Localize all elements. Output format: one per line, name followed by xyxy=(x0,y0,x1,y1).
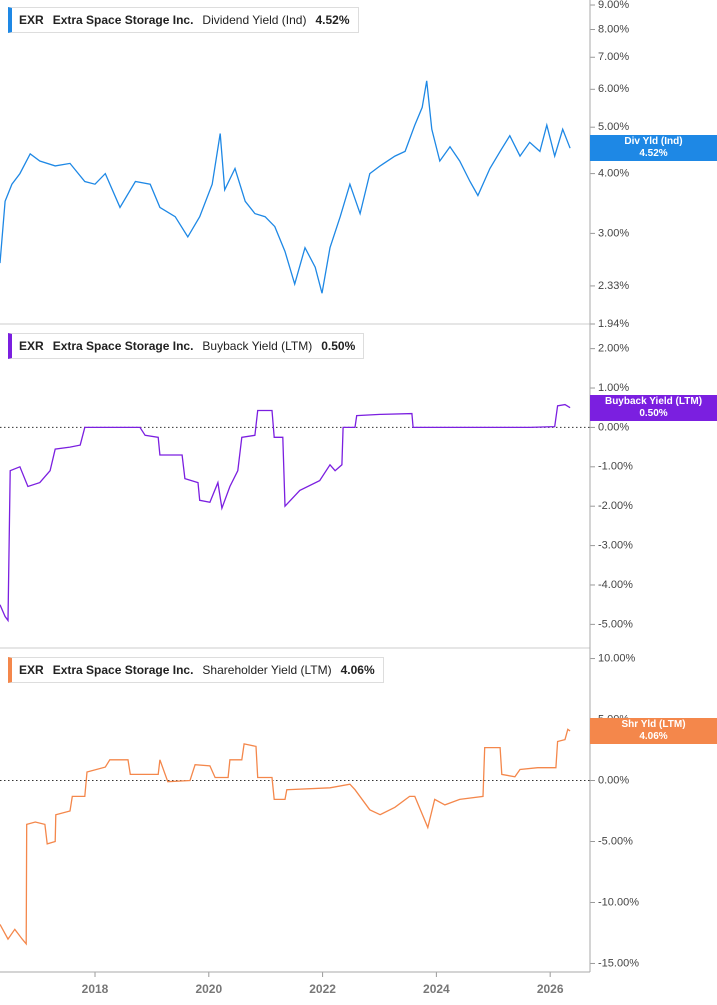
ticker: EXR xyxy=(19,339,44,353)
current-value: 0.50% xyxy=(321,339,356,353)
y-tick-label: 1.94% xyxy=(598,318,629,330)
badge-value: 4.52% xyxy=(639,148,668,160)
last-value-badge: Shr Yld (LTM) 4.06% xyxy=(590,717,717,744)
y-tick-label: -15.00% xyxy=(598,957,639,969)
y-tick-label: 1.00% xyxy=(598,382,629,394)
y-tick-label: 3.00% xyxy=(598,227,629,239)
badge-label: Shr Yld (LTM) xyxy=(621,718,686,730)
company: Extra Space Storage Inc. xyxy=(52,13,194,27)
y-tick-label: -5.00% xyxy=(598,618,633,630)
ticker: EXR xyxy=(19,13,44,27)
metric: Shareholder Yield (LTM) xyxy=(202,663,332,677)
y-tick-label: -5.00% xyxy=(598,835,633,847)
y-tick-label: 10.00% xyxy=(598,652,636,664)
metric: Buyback Yield (LTM) xyxy=(202,339,313,353)
x-tick-label: 2024 xyxy=(423,982,450,996)
series-line xyxy=(0,728,571,946)
legend-header: EXR Extra Space Storage Inc. Shareholder Y… xyxy=(8,657,384,683)
last-value-badge: Buyback Yield (LTM) 0.50% xyxy=(590,394,717,421)
y-tick-label: 9.00% xyxy=(598,0,629,11)
company: Extra Space Storage Inc. xyxy=(52,339,194,353)
y-tick-label: 2.33% xyxy=(598,280,629,292)
last-value-badge: Div Yld (Ind) 4.52% xyxy=(590,135,717,162)
ticker: EXR xyxy=(19,663,44,677)
y-tick-label: 2.00% xyxy=(598,343,629,355)
y-tick-label: -10.00% xyxy=(598,896,639,908)
badge-label: Div Yld (Ind) xyxy=(624,136,683,148)
x-tick-label: 2026 xyxy=(537,982,564,996)
y-tick-label: 0.00% xyxy=(598,774,629,786)
x-tick-label: 2020 xyxy=(195,982,222,996)
legend-header: EXR Extra Space Storage Inc. Dividend Yiel… xyxy=(8,7,359,33)
y-tick-label: 7.00% xyxy=(598,51,629,63)
metric: Dividend Yield (Ind) xyxy=(202,13,307,27)
y-tick-label: 5.00% xyxy=(598,121,629,133)
y-tick-label: -3.00% xyxy=(598,539,633,551)
y-tick-label: 0.00% xyxy=(598,421,629,433)
x-tick-label: 2022 xyxy=(309,982,336,996)
y-tick-label: -2.00% xyxy=(598,500,633,512)
badge-label: Buyback Yield (LTM) xyxy=(604,395,703,407)
y-tick-label: -1.00% xyxy=(598,461,633,473)
y-tick-label: -4.00% xyxy=(598,579,633,591)
badge-value: 4.06% xyxy=(639,730,668,742)
company: Extra Space Storage Inc. xyxy=(52,663,194,677)
y-tick-label: 4.00% xyxy=(598,167,629,179)
x-tick-label: 2018 xyxy=(82,982,109,996)
series-line xyxy=(0,80,571,294)
badge-value: 0.50% xyxy=(639,407,668,419)
current-value: 4.06% xyxy=(340,663,375,677)
series-line xyxy=(0,403,571,623)
y-tick-label: 8.00% xyxy=(598,23,629,35)
current-value: 4.52% xyxy=(315,13,350,27)
legend-header: EXR Extra Space Storage Inc. Buyback Yield… xyxy=(8,333,365,359)
y-tick-label: 6.00% xyxy=(598,83,629,95)
